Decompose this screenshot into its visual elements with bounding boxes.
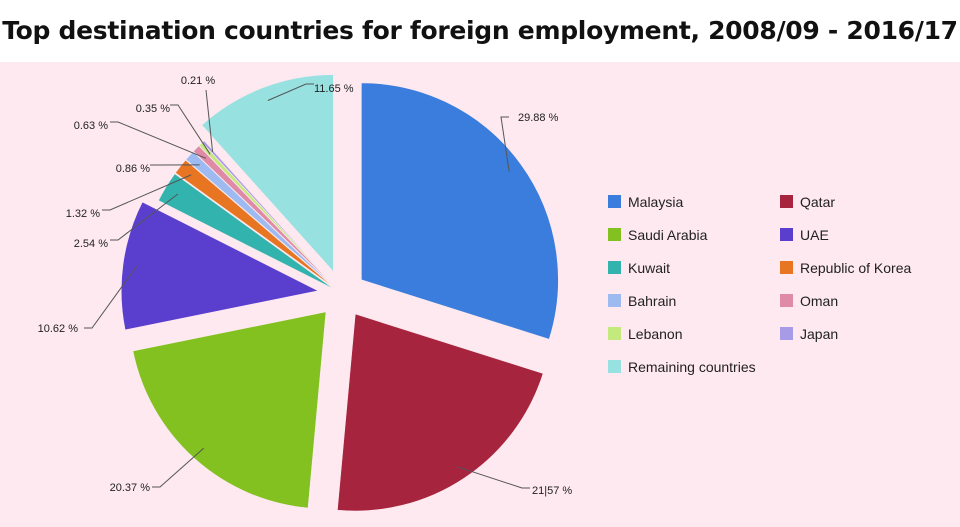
slice-label-saudi-arabia: 20.37 %: [110, 482, 151, 494]
legend-swatch: [608, 195, 621, 208]
legend-label: Remaining countries: [628, 359, 756, 375]
slice-label-lebanon: 0.35 %: [136, 103, 170, 115]
legend-item-kuwait: Kuwait: [608, 260, 670, 276]
leader-line-uae: [84, 266, 138, 329]
slice-labels: 29.88 % 21|57 % 20.37 % 10.62 % 2.54 % 1.32 %…: [38, 75, 573, 497]
legend-swatch: [608, 294, 621, 307]
legend-item-republic-of-korea: Republic of Korea: [780, 260, 912, 276]
leader-line-japan: [205, 89, 214, 152]
leader-line-remaining-countries: [267, 83, 314, 101]
slice-label-bahrain: 0.86 %: [116, 163, 150, 175]
legend-label: UAE: [800, 227, 829, 243]
slice-label-republic-of-korea: 1.32 %: [66, 208, 100, 220]
legend-swatch: [780, 261, 793, 274]
legend-label: Japan: [800, 326, 838, 342]
legend-item-bahrain: Bahrain: [608, 293, 676, 309]
pie-slice-saudi-arabia: [132, 311, 327, 509]
slice-label-qatar: 21|57 %: [532, 485, 572, 497]
legend-label: Republic of Korea: [800, 260, 912, 276]
legend-label: Qatar: [800, 194, 835, 210]
pie-slice-qatar: [337, 313, 544, 512]
slice-label-malaysia: 29.88 %: [518, 112, 559, 124]
legend-swatch: [780, 294, 793, 307]
legend-item-uae: UAE: [780, 227, 829, 243]
pie-slice-malaysia: [361, 82, 559, 340]
slice-label-oman: 0.63 %: [74, 120, 108, 132]
pie-slice-bahrain: [185, 151, 336, 289]
legend-label: Kuwait: [628, 260, 670, 276]
legend-label: Saudi Arabia: [628, 227, 708, 243]
slice-label-uae: 10.62 %: [38, 323, 79, 335]
legend-swatch: [608, 261, 621, 274]
legend-item-japan: Japan: [780, 326, 838, 342]
legend-swatch: [780, 195, 793, 208]
slice-label-kuwait: 2.54 %: [74, 238, 108, 250]
legend-label: Lebanon: [628, 326, 683, 342]
legend-label: Malaysia: [628, 194, 683, 210]
slice-label-remaining-countries: 11.65 %: [314, 83, 354, 95]
pie-slices: [120, 74, 559, 512]
leader-line-qatar: [456, 466, 530, 489]
legend-swatch: [608, 327, 621, 340]
legend-label: Bahrain: [628, 293, 676, 309]
pie-slice-kuwait: [158, 173, 335, 290]
legend-item-remaining-countries: Remaining countries: [608, 359, 756, 375]
leader-line-saudi-arabia: [152, 447, 204, 488]
legend-swatch: [780, 327, 793, 340]
leader-line-republic-of-korea: [102, 174, 192, 211]
leader-line-malaysia: [500, 116, 510, 172]
leader-line-kuwait: [110, 193, 179, 241]
legend-item-qatar: Qatar: [780, 194, 835, 210]
legend: Malaysia Qatar Saudi Arabia UAE Kuwait Republ…: [608, 194, 912, 375]
leader-line-oman: [110, 121, 207, 159]
legend-item-lebanon: Lebanon: [608, 326, 683, 342]
pie-slice-republic-of-korea: [174, 159, 336, 289]
legend-swatch: [608, 360, 621, 373]
legend-swatch: [780, 228, 793, 241]
pie-slice-uae: [120, 201, 320, 331]
leader-lines: [84, 83, 530, 489]
legend-swatch: [608, 228, 621, 241]
legend-item-saudi-arabia: Saudi Arabia: [608, 227, 708, 243]
chart-title: Top destination countries for foreign em…: [0, 0, 960, 62]
slice-label-japan: 0.21 %: [181, 75, 215, 87]
leader-line-lebanon: [170, 104, 211, 155]
legend-label: Oman: [800, 293, 838, 309]
legend-item-oman: Oman: [780, 293, 838, 309]
legend-item-malaysia: Malaysia: [608, 194, 683, 210]
